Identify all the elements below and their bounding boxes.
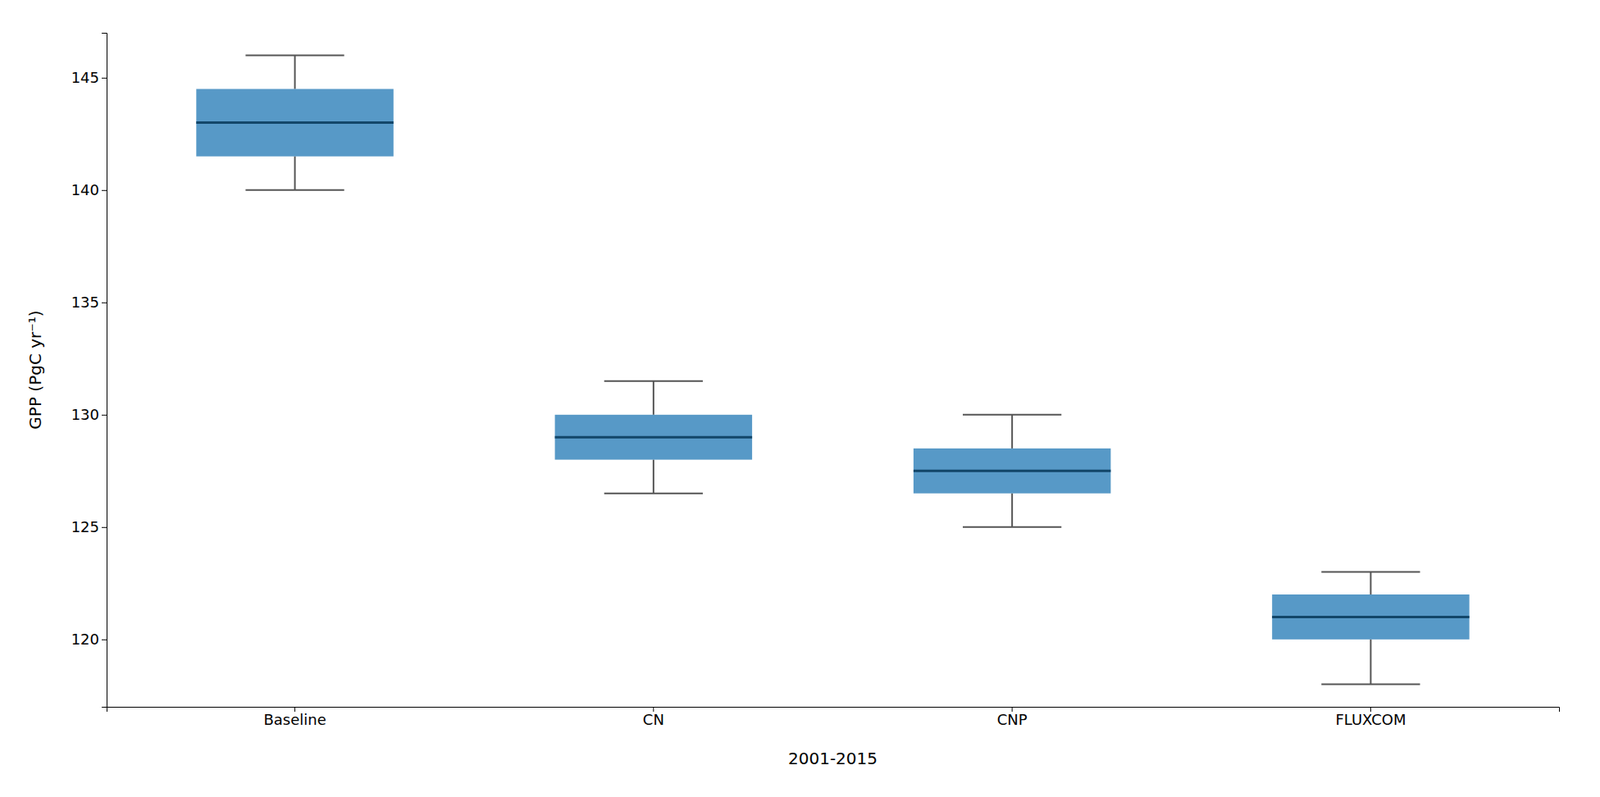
y-tick-label: 130 <box>71 405 100 424</box>
cap-low <box>962 526 1062 529</box>
y-tick: 125 <box>71 518 107 536</box>
y-tick-label: 135 <box>71 293 100 311</box>
y-tick-label: 120 <box>71 630 100 648</box>
whisker-low <box>1011 493 1013 528</box>
x-tick: Baseline <box>263 706 326 729</box>
y-tick-mark <box>101 527 107 529</box>
box-group <box>555 381 753 494</box>
whisker-high <box>1011 414 1013 449</box>
whisker-high <box>652 381 655 415</box>
median <box>196 121 394 124</box>
plot: 120 125 130 135 140 145 Baseline CN CNP FLUXCOM 20… <box>25 33 1560 770</box>
cap-high <box>962 414 1062 416</box>
box <box>1271 594 1470 640</box>
x-tick: CNP <box>997 706 1028 729</box>
y-tick-mark <box>101 302 107 304</box>
cap-low <box>604 492 703 495</box>
box-group <box>196 54 394 190</box>
y-axis: 120 125 130 135 140 145 <box>71 33 108 708</box>
whisker-low <box>652 460 655 494</box>
y-tick: 120 <box>71 630 107 648</box>
whisker-high <box>294 54 297 89</box>
x-tick-label: Baseline <box>263 711 326 729</box>
y-axis-line <box>101 33 108 708</box>
y-tick: 135 <box>71 293 107 311</box>
y-axis-title: GPP (PgC yr⁻¹) <box>25 309 46 429</box>
median <box>555 436 753 439</box>
x-axis: Baseline CN CNP FLUXCOM <box>107 706 1560 729</box>
y-tick-label: 125 <box>71 518 100 536</box>
marks <box>196 54 1469 684</box>
y-tick: 145 <box>71 68 107 87</box>
cap-low <box>245 189 344 192</box>
x-tick-label: FLUXCOM <box>1335 711 1406 729</box>
cap-high <box>604 380 703 383</box>
x-tick-label: CNP <box>997 711 1028 729</box>
chart: 120 125 130 135 140 145 Baseline CN CNP FLUXCOM 20… <box>0 0 1600 797</box>
y-tick: 130 <box>71 405 107 424</box>
box <box>555 414 753 461</box>
x-tick-label: CN <box>642 711 665 729</box>
cap-low <box>1321 683 1420 686</box>
box-group <box>913 414 1112 528</box>
y-tick-mark <box>101 77 107 79</box>
x-tick: FLUXCOM <box>1335 706 1406 729</box>
whisker-low <box>1369 639 1372 685</box>
median <box>1271 615 1470 619</box>
box <box>196 89 394 157</box>
whisker-high <box>1369 572 1372 595</box>
cap-high <box>245 54 344 56</box>
x-tick: CN <box>642 706 665 729</box>
median <box>913 469 1112 473</box>
box <box>913 448 1112 494</box>
y-tick-label: 145 <box>71 68 100 87</box>
cap-high <box>1321 571 1420 574</box>
y-tick-mark <box>101 190 107 192</box>
y-tick-label: 140 <box>71 181 100 199</box>
x-axis-title: 2001-2015 <box>788 748 878 769</box>
whisker-low <box>294 156 297 191</box>
y-tick: 140 <box>71 181 107 199</box>
y-tick-mark <box>101 639 107 641</box>
box-group <box>1271 572 1470 685</box>
y-tick-mark <box>101 414 107 416</box>
